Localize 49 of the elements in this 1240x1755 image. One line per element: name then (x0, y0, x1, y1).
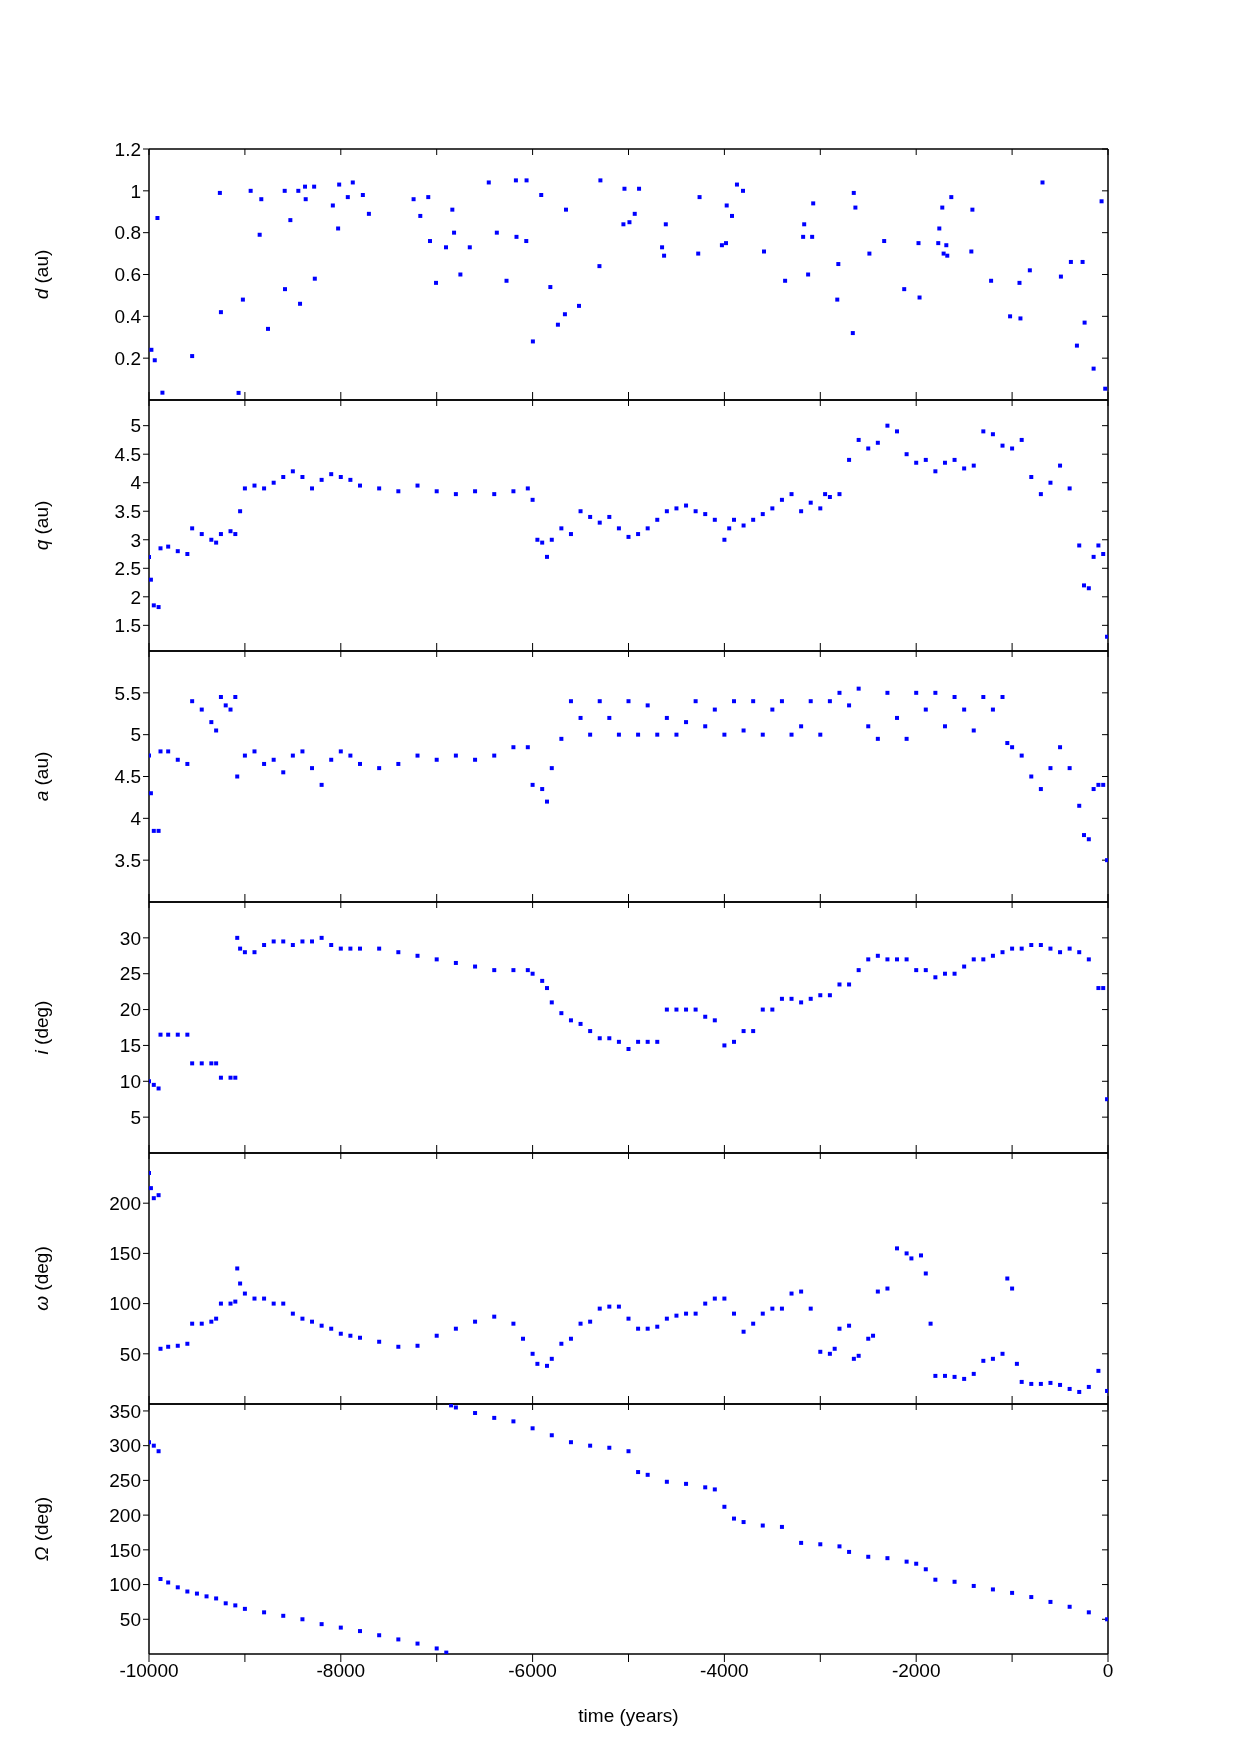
y-tick-label: 1.5 (114, 615, 141, 637)
y-axis-title: ω (deg) (31, 1246, 52, 1311)
y-axis-title: q (au) (31, 500, 52, 551)
y-tick-label: 5 (130, 724, 141, 746)
y-tick-label: 50 (119, 1343, 141, 1365)
y-tick-label: 150 (109, 1539, 141, 1561)
y-tick-label: 100 (109, 1293, 141, 1315)
y-tick-label: 350 (109, 1400, 141, 1422)
y-tick-label: 0.2 (114, 347, 141, 369)
y-tick-label: 2 (130, 586, 141, 608)
y-tick-label: 1 (130, 180, 141, 202)
y-tick-label: 4.5 (114, 766, 141, 788)
y-tick-label: 15 (119, 1035, 141, 1057)
y-axis-title: i (deg) (31, 1000, 52, 1055)
y-tick-label: 100 (109, 1574, 141, 1596)
y-tick-label: 4.5 (114, 443, 141, 465)
y-axis-title: a (au) (31, 751, 52, 802)
y-axis-title: Ω (deg) (31, 1496, 52, 1562)
y-axis-title: d (au) (31, 249, 52, 300)
y-tick-label: 200 (109, 1192, 141, 1214)
y-tick-label: 0.8 (114, 222, 141, 244)
x-tick-label: -8000 (316, 1660, 366, 1682)
y-tick-label: 0.6 (114, 264, 141, 286)
y-tick-label: 2.5 (114, 558, 141, 580)
y-tick-label: 4 (130, 472, 142, 494)
y-tick-label: 3.5 (114, 849, 141, 871)
y-tick-label: 250 (109, 1470, 141, 1492)
y-tick-label: 10 (119, 1071, 141, 1093)
y-tick-label: 4 (130, 808, 142, 830)
y-tick-label: 30 (119, 927, 141, 949)
y-tick-label: 20 (119, 999, 141, 1021)
x-tick-label: -4000 (700, 1660, 749, 1682)
y-tick-label: 50 (119, 1609, 141, 1631)
y-tick-label: 3.5 (114, 500, 141, 522)
y-tick-label: 300 (109, 1435, 141, 1457)
x-axis-title: time (years) (578, 1705, 679, 1726)
y-tick-label: 200 (109, 1504, 141, 1526)
y-tick-label: 5 (130, 1106, 141, 1128)
x-tick-label: -2000 (891, 1660, 941, 1682)
y-tick-label: 25 (119, 963, 141, 985)
y-tick-label: 1.2 (114, 138, 141, 160)
x-tick-label: -6000 (508, 1660, 557, 1682)
y-tick-label: 5 (130, 415, 141, 437)
y-tick-label: 150 (109, 1243, 141, 1265)
x-tick-label: 0 (1102, 1660, 1114, 1682)
y-tick-label: 3 (130, 529, 141, 551)
y-tick-label: 5.5 (114, 682, 141, 704)
x-tick-label: -10000 (119, 1660, 179, 1682)
y-tick-label: 0.4 (114, 306, 142, 328)
